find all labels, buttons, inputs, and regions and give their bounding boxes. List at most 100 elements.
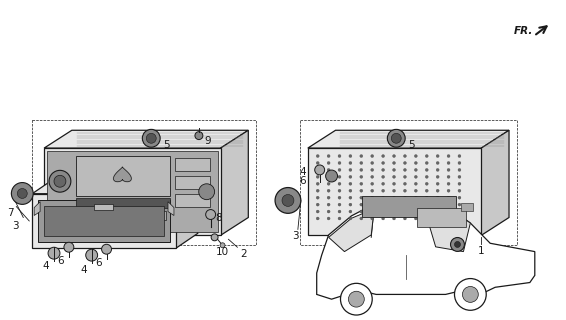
Circle shape xyxy=(393,162,396,164)
Polygon shape xyxy=(481,130,509,235)
Circle shape xyxy=(462,286,478,302)
Circle shape xyxy=(425,168,428,172)
Circle shape xyxy=(381,189,385,192)
Circle shape xyxy=(447,189,450,192)
Circle shape xyxy=(49,170,71,192)
Circle shape xyxy=(404,203,406,206)
Circle shape xyxy=(146,133,156,143)
Polygon shape xyxy=(93,204,114,210)
Circle shape xyxy=(349,155,352,157)
Circle shape xyxy=(458,189,461,192)
Bar xyxy=(95,211,109,220)
Bar xyxy=(461,203,473,211)
Circle shape xyxy=(360,217,363,220)
Circle shape xyxy=(316,203,319,206)
Circle shape xyxy=(338,217,341,220)
Circle shape xyxy=(381,168,385,172)
Circle shape xyxy=(458,168,461,172)
Circle shape xyxy=(360,210,363,213)
Bar xyxy=(114,211,128,220)
Circle shape xyxy=(458,155,461,157)
Text: 10: 10 xyxy=(216,247,229,257)
Text: 1: 1 xyxy=(478,246,484,256)
Circle shape xyxy=(195,132,203,140)
Bar xyxy=(76,211,91,220)
Circle shape xyxy=(425,196,428,199)
Circle shape xyxy=(404,196,406,199)
Circle shape xyxy=(404,217,406,220)
Text: 8: 8 xyxy=(216,212,222,222)
Circle shape xyxy=(316,217,319,220)
Circle shape xyxy=(349,210,352,213)
Circle shape xyxy=(338,168,341,172)
Circle shape xyxy=(393,155,396,157)
Circle shape xyxy=(381,196,385,199)
Circle shape xyxy=(316,182,319,185)
Circle shape xyxy=(451,237,465,252)
Circle shape xyxy=(360,196,363,199)
Circle shape xyxy=(425,210,428,213)
Circle shape xyxy=(275,188,301,213)
Circle shape xyxy=(220,243,225,248)
Circle shape xyxy=(425,203,428,206)
Circle shape xyxy=(325,170,337,182)
Circle shape xyxy=(425,182,428,185)
Circle shape xyxy=(436,175,439,178)
Circle shape xyxy=(316,189,319,192)
Circle shape xyxy=(436,203,439,206)
Circle shape xyxy=(393,217,396,220)
Circle shape xyxy=(436,217,439,220)
Circle shape xyxy=(414,162,417,164)
Text: 5: 5 xyxy=(408,140,415,150)
Circle shape xyxy=(381,203,385,206)
Circle shape xyxy=(387,129,405,147)
Polygon shape xyxy=(32,194,176,248)
Circle shape xyxy=(458,175,461,178)
Polygon shape xyxy=(44,130,248,148)
Bar xyxy=(175,194,209,207)
Circle shape xyxy=(282,195,294,206)
Circle shape xyxy=(371,196,374,199)
Circle shape xyxy=(360,168,363,172)
Circle shape xyxy=(199,184,215,200)
Circle shape xyxy=(85,249,97,261)
Circle shape xyxy=(458,217,461,220)
Circle shape xyxy=(64,242,74,252)
Circle shape xyxy=(327,175,330,178)
Circle shape xyxy=(349,196,352,199)
Circle shape xyxy=(349,291,365,307)
Text: FR.: FR. xyxy=(514,26,533,36)
Circle shape xyxy=(436,155,439,157)
Circle shape xyxy=(454,242,461,247)
Circle shape xyxy=(381,217,385,220)
Circle shape xyxy=(447,210,450,213)
Circle shape xyxy=(316,210,319,213)
Circle shape xyxy=(371,175,374,178)
Circle shape xyxy=(211,234,218,241)
Circle shape xyxy=(425,175,428,178)
Circle shape xyxy=(349,168,352,172)
Bar xyxy=(362,196,457,218)
Circle shape xyxy=(393,182,396,185)
Text: 2: 2 xyxy=(241,249,247,259)
Circle shape xyxy=(391,133,401,143)
Circle shape xyxy=(338,175,341,178)
Bar xyxy=(76,198,170,208)
Text: 4: 4 xyxy=(299,167,306,177)
Bar xyxy=(38,200,170,242)
Circle shape xyxy=(327,182,330,185)
Circle shape xyxy=(349,189,352,192)
Circle shape xyxy=(436,168,439,172)
Circle shape xyxy=(205,210,216,220)
Circle shape xyxy=(447,155,450,157)
Bar xyxy=(151,211,166,220)
Circle shape xyxy=(327,155,330,157)
Circle shape xyxy=(327,162,330,164)
Text: 3: 3 xyxy=(292,231,298,241)
Circle shape xyxy=(349,175,352,178)
Polygon shape xyxy=(329,209,374,252)
Circle shape xyxy=(360,162,363,164)
Circle shape xyxy=(327,189,330,192)
Circle shape xyxy=(371,182,374,185)
Circle shape xyxy=(447,182,450,185)
